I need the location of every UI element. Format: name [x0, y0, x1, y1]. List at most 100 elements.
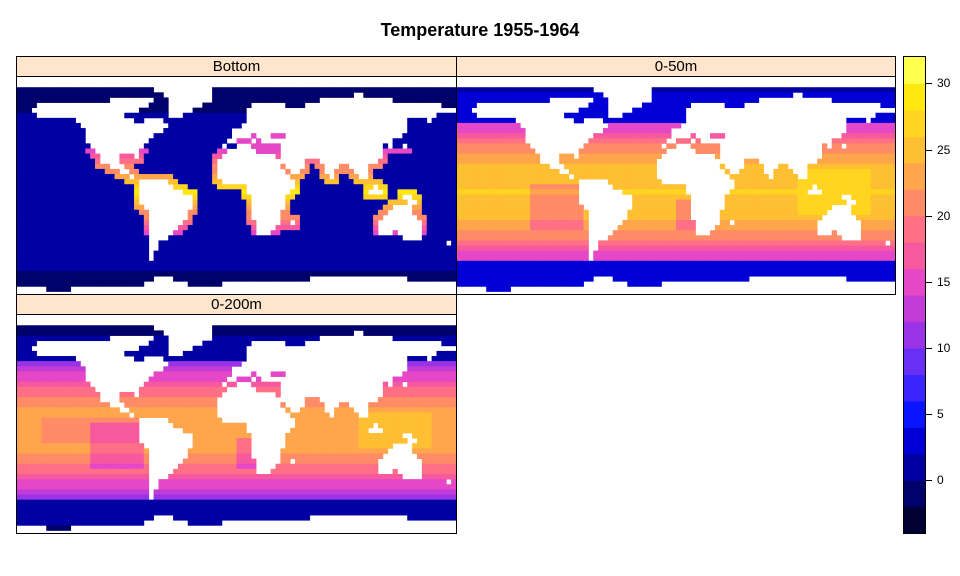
ocean-cell [617, 230, 623, 236]
ocean-cell [520, 158, 526, 165]
ocean-cell [51, 163, 57, 170]
ocean-cell [836, 148, 842, 154]
ocean-cell [705, 92, 711, 98]
ocean-cell [207, 276, 213, 282]
ocean-cell [627, 219, 633, 226]
ocean-cell [329, 240, 335, 246]
ocean-cell [734, 260, 740, 267]
ocean-cell [529, 250, 536, 257]
ocean-cell [486, 260, 492, 267]
ocean-cell [856, 122, 862, 129]
ocean-cell [134, 225, 140, 231]
ocean-cell [539, 214, 545, 221]
ocean-cell [187, 225, 193, 231]
ocean-cell [416, 122, 423, 129]
ocean-cell [573, 271, 580, 277]
ocean-cell [802, 260, 808, 267]
ocean-cell [787, 174, 794, 180]
ocean-cell [343, 230, 350, 236]
ocean-cell [661, 214, 667, 221]
ocean-cell [860, 276, 867, 282]
ocean-cell [885, 271, 891, 277]
ocean-cell [129, 214, 135, 221]
ocean-cell [856, 194, 862, 200]
ocean-cell [500, 97, 507, 103]
ocean-cell [75, 128, 81, 134]
ocean-cell [656, 214, 662, 221]
ocean-cell [510, 281, 516, 287]
ocean-cell [426, 87, 433, 93]
ocean-cell [221, 225, 228, 231]
ocean-cell [129, 92, 135, 98]
ocean-cell [299, 250, 306, 257]
ocean-cell [241, 107, 247, 114]
ocean-cell [812, 214, 818, 221]
ocean-cell [90, 219, 96, 226]
ocean-cell [329, 92, 335, 98]
ocean-cell [744, 92, 750, 98]
ocean-cell [241, 87, 247, 93]
ocean-cell [656, 128, 662, 134]
ocean-cell [685, 265, 692, 272]
ocean-cell [603, 143, 609, 149]
ocean-cell [753, 240, 760, 246]
ocean-cell [75, 87, 81, 93]
ocean-cell [656, 260, 662, 267]
ocean-cell [457, 102, 463, 109]
ocean-cell [90, 240, 96, 246]
ocean-cell [153, 148, 159, 154]
ocean-cell [441, 271, 447, 277]
ocean-cell [836, 97, 842, 103]
ocean-cell [436, 260, 442, 267]
ocean-cell [719, 97, 726, 103]
ocean-cell [21, 260, 28, 267]
ocean-cell [651, 112, 657, 119]
ocean-cell [865, 163, 872, 170]
ocean-cell [729, 199, 735, 206]
ocean-cell [402, 87, 408, 93]
ocean-cell [358, 260, 364, 267]
ocean-cell [158, 158, 164, 165]
ocean-cell [168, 271, 174, 277]
ocean-cell [114, 87, 120, 93]
ocean-cell [319, 199, 325, 206]
ocean-cell [554, 189, 560, 195]
ocean-cell [60, 122, 67, 129]
ocean-cell [51, 168, 57, 175]
ocean-cell [656, 276, 662, 282]
ocean-cell [710, 265, 716, 272]
ocean-cell [690, 260, 696, 267]
ocean-cell [65, 97, 72, 103]
ocean-cell [690, 245, 696, 251]
ocean-cell [212, 138, 218, 144]
ocean-cell [353, 271, 359, 277]
ocean-cell [564, 194, 570, 200]
ocean-cell [860, 179, 867, 185]
ocean-cell [646, 199, 653, 206]
ocean-cell [407, 179, 413, 185]
ocean-cell [603, 97, 609, 103]
ocean-cell [491, 204, 497, 211]
ocean-cell [836, 143, 842, 149]
ocean-cell [416, 245, 423, 251]
ocean-cell [549, 265, 555, 272]
ocean-cell [392, 240, 398, 246]
ocean-cell [80, 235, 86, 241]
ocean-cell [831, 250, 837, 257]
ocean-cell [451, 255, 456, 262]
ocean-cell [525, 143, 531, 149]
ocean-cell [236, 102, 242, 109]
ocean-cell [525, 245, 531, 251]
ocean-cell [241, 240, 247, 246]
ocean-cell [822, 168, 828, 175]
ocean-cell [138, 230, 145, 236]
ocean-cell [446, 199, 452, 206]
ocean-cell [607, 265, 614, 272]
ocean-cell [603, 260, 609, 267]
ocean-cell [319, 214, 325, 221]
ocean-cell [51, 245, 57, 251]
ocean-cell [812, 260, 818, 267]
ocean-cell [134, 204, 140, 211]
ocean-cell [56, 219, 62, 226]
ocean-cell [836, 255, 842, 262]
